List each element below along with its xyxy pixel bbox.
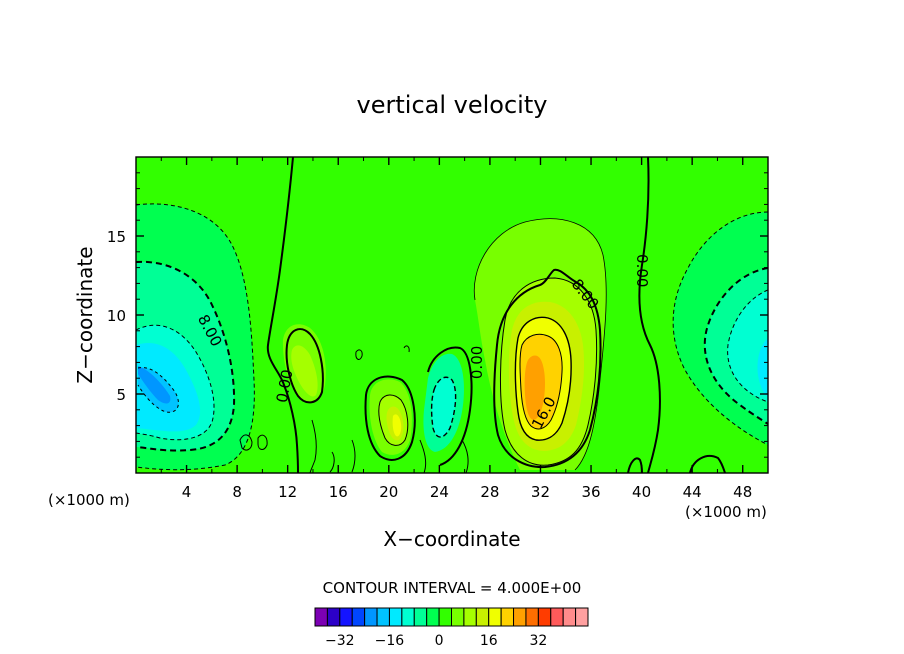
x-tick-label: 12 bbox=[278, 483, 297, 501]
x-tick-label: 44 bbox=[683, 483, 702, 501]
colorbar-swatch bbox=[500, 607, 515, 627]
colorbar-swatch bbox=[438, 607, 453, 627]
contour-small-features bbox=[239, 345, 469, 473]
colorbar-swatch bbox=[426, 607, 440, 627]
colorbar-swatch bbox=[475, 607, 490, 627]
colorbar-swatch bbox=[339, 607, 353, 627]
contour-line-right-neg4 bbox=[672, 211, 768, 446]
colorbar-tick-label: −16 bbox=[375, 633, 405, 649]
contour-fill-right-edge bbox=[757, 338, 768, 397]
y-tick-label: 5 bbox=[116, 386, 126, 404]
zero-contour-right bbox=[638, 157, 661, 473]
x-tick-label: 4 bbox=[182, 483, 192, 501]
contour-fill-left-peak bbox=[138, 366, 171, 404]
colorbar-swatch bbox=[562, 607, 577, 627]
colorbar-swatch bbox=[364, 607, 378, 627]
x-tick-label: 32 bbox=[531, 483, 550, 501]
contour-line-main-16 bbox=[519, 333, 563, 430]
contour-line-left-neg8 bbox=[136, 260, 236, 452]
contour-line-main-4 bbox=[499, 277, 598, 466]
colorbar-swatch bbox=[525, 607, 539, 627]
x-tick-label: 16 bbox=[329, 483, 348, 501]
colorbar-swatch bbox=[537, 607, 552, 627]
x-axis: 4 8 12 16 20 24 28 32 36 40 44 48 bbox=[160, 157, 752, 501]
contour-line-mid-neg bbox=[430, 376, 457, 438]
contour-fill-small-updraft-core bbox=[291, 345, 318, 397]
contour-label: 0.00 bbox=[633, 254, 651, 287]
colorbar-swatch bbox=[413, 607, 428, 627]
zero-contour-mid bbox=[427, 346, 473, 466]
contour-line-right-neg12 bbox=[727, 289, 768, 403]
y-tick-label: 10 bbox=[107, 307, 126, 325]
contour-line-left-neg20 bbox=[137, 367, 179, 413]
colorbar-swatch bbox=[376, 607, 390, 627]
colorbar-swatch bbox=[351, 607, 366, 627]
colorbar-swatch bbox=[575, 607, 589, 627]
contour-fill-mid-downdraft-core bbox=[431, 377, 456, 437]
zero-contour-main-updraft bbox=[493, 268, 602, 469]
colorbar-swatch bbox=[451, 607, 465, 627]
x-tick-label: 40 bbox=[632, 483, 651, 501]
y-axis-label: Z−coordinate bbox=[73, 246, 97, 383]
colorbar-tick-label: 32 bbox=[529, 633, 547, 649]
x-tick-label: 28 bbox=[480, 483, 499, 501]
contour-label: 0.00 bbox=[273, 368, 297, 404]
colorbar-swatch bbox=[488, 607, 502, 627]
contour-line-main-12 bbox=[514, 316, 572, 441]
colorbar-swatch bbox=[326, 607, 341, 627]
x-unit-right: (×1000 m) bbox=[685, 503, 767, 521]
zero-contour-x21 bbox=[364, 375, 416, 461]
colorbar-swatch bbox=[513, 607, 527, 627]
x-tick-label: 24 bbox=[430, 483, 449, 501]
colorbar-swatch bbox=[401, 607, 415, 627]
contour-fill-x21-core bbox=[392, 414, 402, 437]
x-tick-label: 20 bbox=[379, 483, 398, 501]
colorbar: −32 −16 0 16 32 bbox=[314, 607, 589, 649]
colorbar-tick-label: 0 bbox=[435, 633, 444, 649]
contour-line-updraft-envelope bbox=[473, 218, 607, 471]
colorbar-swatch bbox=[314, 607, 328, 627]
zero-contour-small-updraft bbox=[285, 328, 324, 404]
x-tick-label: 48 bbox=[733, 483, 752, 501]
contour-interval-note: CONTOUR INTERVAL = 4.000E+00 bbox=[323, 579, 582, 597]
contour-line-right-neg8 bbox=[703, 267, 768, 425]
colorbar-swatch bbox=[388, 607, 403, 627]
chart-title: vertical velocity bbox=[357, 91, 548, 119]
colorbar-swatch bbox=[463, 607, 477, 627]
x-unit-left: (×1000 m) bbox=[48, 491, 130, 509]
colorbar-swatch bbox=[550, 607, 564, 627]
colorbar-tick-label: 16 bbox=[480, 633, 498, 649]
contour-line-left-neg4 bbox=[136, 203, 255, 471]
x-axis-label: X−coordinate bbox=[383, 527, 520, 551]
x-tick-label: 36 bbox=[581, 483, 600, 501]
y-axis: 5 10 15 bbox=[107, 172, 768, 458]
zero-contour-left bbox=[266, 157, 299, 473]
x-tick-label: 8 bbox=[232, 483, 242, 501]
contour-fill-main-core bbox=[524, 355, 545, 420]
contour-line-x21-inner bbox=[378, 394, 409, 446]
y-tick-label: 15 bbox=[107, 228, 126, 246]
contour-label: 0.00 bbox=[468, 346, 486, 379]
colorbar-tick-label: −32 bbox=[325, 633, 355, 649]
